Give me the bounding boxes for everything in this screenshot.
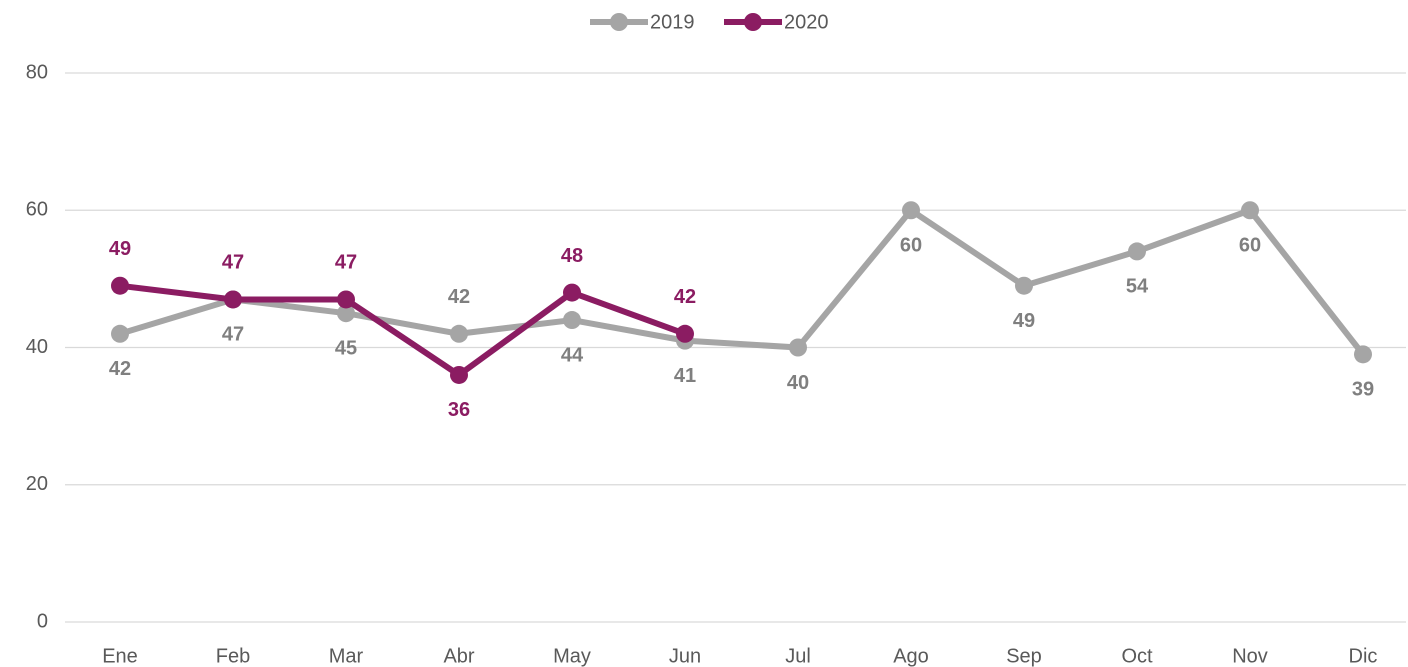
x-tick-label: Ago [893, 645, 929, 667]
point [563, 283, 581, 302]
data-label: 60 [1239, 235, 1261, 257]
x-tick-label: Feb [216, 645, 250, 667]
data-label: 49 [109, 238, 131, 260]
y-tick-label: 60 [26, 199, 48, 221]
x-tick-label: Ene [102, 645, 138, 667]
point [337, 290, 355, 309]
legend-label: 2020 [784, 11, 829, 33]
legend-marker [744, 13, 762, 31]
legend-label: 2019 [650, 11, 695, 33]
data-label: 48 [561, 245, 583, 267]
data-label: 44 [561, 344, 584, 366]
data-label: 47 [335, 252, 357, 274]
point [789, 338, 807, 357]
point [563, 311, 581, 330]
y-tick-label: 40 [26, 336, 48, 358]
data-label: 39 [1352, 379, 1374, 401]
data-label: 42 [109, 358, 131, 380]
data-label: 54 [1126, 276, 1149, 298]
x-tick-label: Oct [1121, 645, 1153, 667]
point [1354, 345, 1372, 364]
x-tick-label: May [553, 645, 591, 667]
x-tick-label: Nov [1232, 645, 1268, 667]
x-tick-label: Dic [1349, 645, 1378, 667]
x-tick-label: Jul [785, 645, 811, 667]
data-label: 36 [448, 399, 470, 421]
point [337, 304, 355, 323]
x-tick-label: Mar [329, 645, 364, 667]
point [111, 324, 129, 343]
point [1128, 242, 1146, 261]
data-label: 47 [222, 324, 244, 346]
y-tick-label: 20 [26, 473, 48, 495]
legend-marker [610, 13, 628, 31]
point [450, 324, 468, 343]
point [450, 365, 468, 384]
point [224, 290, 242, 309]
point [1015, 276, 1033, 295]
data-label: 41 [674, 365, 696, 387]
series-line [119, 207, 1366, 357]
data-label: 42 [674, 286, 696, 308]
legend-item: 2020 [724, 11, 829, 33]
data-label: 45 [335, 337, 357, 359]
point [111, 276, 129, 295]
series-line [119, 282, 687, 378]
point [902, 201, 920, 220]
point [676, 324, 694, 343]
data-label: 42 [448, 286, 470, 308]
legend-item: 2019 [590, 11, 695, 33]
point [1241, 201, 1259, 220]
x-tick-label: Sep [1006, 645, 1042, 667]
y-tick-label: 0 [37, 610, 48, 632]
data-label: 47 [222, 252, 244, 274]
data-label: 40 [787, 372, 809, 394]
x-tick-label: Abr [443, 645, 474, 667]
x-tick-label: Jun [669, 645, 701, 667]
data-label: 49 [1013, 310, 1035, 332]
data-label: 60 [900, 235, 922, 257]
y-tick-label: 80 [26, 61, 48, 83]
